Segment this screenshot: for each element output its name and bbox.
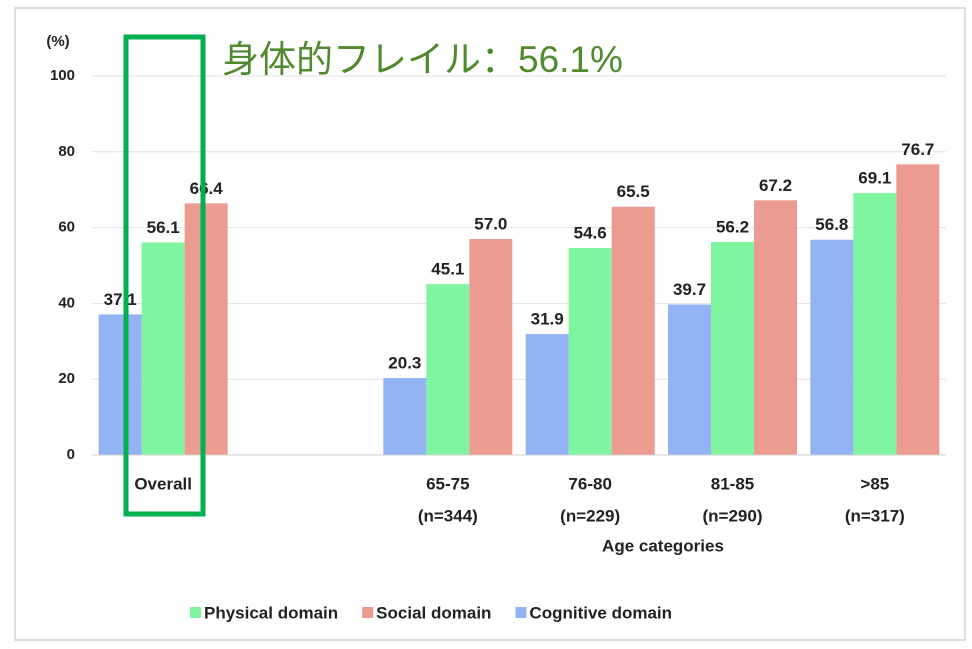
data-label: 67.2 (759, 176, 792, 195)
y-tick-label: 100 (50, 67, 75, 84)
highlight-box (123, 34, 206, 517)
y-unit: (%) (46, 33, 69, 50)
bar (184, 203, 228, 455)
y-tick-label: 0 (67, 446, 75, 463)
data-label: 65.5 (617, 182, 650, 201)
data-label: 76.7 (901, 140, 934, 159)
data-label: 45.1 (431, 260, 464, 279)
bar (98, 314, 142, 455)
bar (668, 304, 711, 455)
plot-area: 0 20 40 60 80 100 Overall 56.1 66.4 37.1 65-75 (n=3… (50, 67, 946, 525)
x-tick-sublabel: (n=344) (418, 506, 478, 525)
legend-label: Cognitive domain (529, 603, 672, 622)
x-tick-label: Overall (134, 474, 192, 493)
legend-swatch (515, 607, 527, 618)
data-label: 54.6 (574, 224, 607, 243)
bar (383, 378, 427, 455)
x-tick-label: 81-85 (711, 474, 754, 493)
bar (426, 284, 470, 455)
data-label: 56.8 (815, 215, 848, 234)
legend-label: Physical domain (204, 603, 338, 622)
data-label: 56.1 (147, 218, 180, 237)
y-tick-label: 60 (58, 219, 75, 236)
bar (611, 206, 655, 455)
x-tick-sublabel: (n=229) (560, 506, 620, 525)
x-tick-label: >85 (860, 474, 889, 493)
bar (754, 200, 797, 455)
bar (141, 242, 185, 455)
bar (525, 334, 569, 455)
x-tick-label: 76-80 (568, 474, 611, 493)
legend-label: Social domain (376, 603, 491, 622)
annotation: 身体的フレイル：56.1% (222, 39, 623, 80)
x-axis-title: Age categories (602, 536, 724, 555)
bar (810, 239, 854, 455)
data-label: 56.2 (716, 217, 749, 236)
data-label: 57.0 (474, 214, 507, 233)
data-label: 37.1 (104, 290, 137, 309)
legend-swatch (362, 607, 374, 618)
bar (853, 193, 897, 455)
data-label: 39.7 (673, 280, 706, 299)
bar (469, 238, 513, 455)
bar (568, 248, 612, 455)
legend-swatch (190, 607, 201, 618)
data-label: 31.9 (531, 310, 564, 329)
x-tick-sublabel: (n=290) (703, 506, 763, 525)
bar (711, 242, 754, 455)
x-tick-sublabel: (n=317) (845, 506, 905, 525)
y-tick-label: 20 (58, 370, 75, 387)
data-label: 69.1 (858, 169, 891, 188)
y-tick-label: 80 (58, 143, 75, 160)
x-tick-label: 65-75 (426, 474, 469, 493)
data-label: 20.3 (388, 354, 421, 373)
y-tick-label: 40 (58, 294, 75, 311)
data-label: 66.4 (190, 179, 224, 198)
bar (896, 164, 940, 455)
